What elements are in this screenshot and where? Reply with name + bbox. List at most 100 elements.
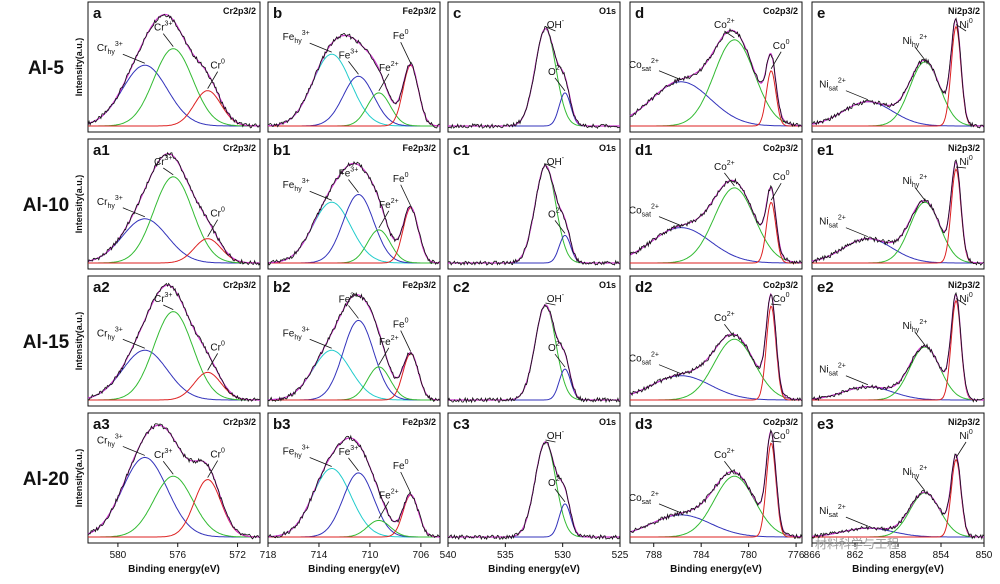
- component-cr-1: [87, 218, 260, 264]
- raw-spectrum: [447, 441, 621, 541]
- component-cr-3: [88, 371, 260, 401]
- x-tick-label: 714: [311, 550, 328, 561]
- x-tick-label: 540: [440, 550, 457, 561]
- panel-tag: c3: [453, 416, 470, 433]
- panel-b1: b1 Fe2p3/2 Fehy3+ Fe3+ Fe2+ Fe0: [267, 138, 441, 270]
- peak-label: Co0: [773, 39, 790, 52]
- annotation-arrow: [163, 167, 174, 176]
- raw-spectrum: [629, 293, 803, 402]
- raw-spectrum: [267, 291, 441, 402]
- peak-label: Cosat2+: [629, 491, 659, 506]
- peak-label: Cosat2+: [629, 204, 659, 219]
- panel-frame: [87, 412, 261, 544]
- peak-label: Fe2+: [379, 198, 399, 211]
- panel-e3: e3 Ni2p3/2 Nisat2+ Nihy2+ Ni0 866 862 858 854 850…: [804, 412, 993, 575]
- region-title: O1s: [599, 417, 616, 427]
- peak-label: Co2+: [714, 18, 735, 31]
- region-title: Co2p3/2: [763, 417, 798, 427]
- annotation-arrow: [122, 338, 145, 349]
- x-tick-label: 580: [110, 550, 127, 561]
- peak-label: O2-: [548, 65, 563, 78]
- annotation-arrow: [400, 330, 412, 352]
- row-label-al-15: Al-15: [23, 332, 70, 353]
- peak-label: Co0: [773, 170, 790, 183]
- peak-label: Fe0: [393, 29, 409, 42]
- annotation-arrow: [163, 304, 174, 310]
- peak-label: Cr3+: [154, 155, 173, 168]
- peak-label: Ni0: [959, 155, 972, 168]
- raw-spectrum: [87, 13, 261, 129]
- annotation-arrow: [348, 305, 359, 319]
- panel-b: b Fe2p3/2 Fehy3+ Fe3+ Fe2+ Fe0: [267, 1, 441, 133]
- region-title: O1s: [599, 280, 616, 290]
- annotation-arrow: [658, 503, 682, 514]
- region-title: Co2p3/2: [763, 280, 798, 290]
- raw-spectrum: [629, 177, 803, 265]
- peak-label: Cr3+: [154, 21, 173, 34]
- annotation-arrow: [554, 488, 566, 503]
- panel-frame: [629, 1, 803, 133]
- panel-d2: d2 Co2p3/2 Cosat2+ Co2+ Co0: [629, 275, 803, 407]
- peak-label: Co0: [773, 429, 790, 442]
- annotation-arrow: [545, 26, 556, 32]
- panel-frame: [87, 1, 261, 133]
- x-tick-label: 706: [413, 550, 430, 561]
- annotation-arrow: [554, 220, 566, 234]
- annotation-arrow: [207, 460, 218, 478]
- panel-frame: [267, 138, 441, 270]
- annotation-arrow: [658, 216, 682, 227]
- component-cr-2: [88, 311, 260, 401]
- peak-label: Fehy3+: [283, 30, 310, 45]
- annotation-arrow: [914, 477, 926, 492]
- panel-c: c O1s OH- O2-: [447, 1, 621, 133]
- component-co-3: [630, 305, 802, 401]
- x-axis-label: Binding energy(eV): [488, 564, 580, 575]
- peak-label: OH-: [547, 429, 565, 442]
- peak-label: Cr0: [210, 448, 225, 461]
- x-axis-label: Binding energy(eV): [128, 564, 220, 575]
- raw-spectrum: [629, 428, 803, 539]
- x-tick-label: 710: [362, 550, 379, 561]
- raw-spectrum: [447, 162, 621, 266]
- panel-tag: d2: [635, 279, 653, 296]
- peak-label: Co2+: [714, 448, 735, 461]
- panel-tag: e3: [817, 416, 834, 433]
- panel-tag: c: [453, 5, 461, 22]
- panel-frame: [87, 138, 261, 270]
- peak-label: Fe3+: [339, 48, 359, 61]
- region-title: Ni2p3/2: [948, 6, 980, 16]
- panel-frame: [629, 275, 803, 407]
- panel-tag: b: [273, 5, 282, 22]
- annotation-arrow: [545, 439, 556, 443]
- region-title: O1s: [599, 143, 616, 153]
- annotation-arrow: [378, 347, 390, 366]
- peak-label: Ni0: [959, 292, 972, 305]
- peak-label: OH-: [547, 292, 565, 305]
- annotation-arrow: [378, 210, 390, 229]
- annotation-arrow: [724, 323, 735, 338]
- x-tick-label: 572: [229, 550, 246, 561]
- panel-frame: [811, 138, 985, 270]
- panel-tag: b2: [273, 279, 291, 296]
- panel-b3: b3 Fe2p3/2 Fehy3+ Fe3+ Fe2+ Fe0 718 714 710 706 Bi…: [260, 412, 441, 575]
- annotation-arrow: [309, 457, 332, 467]
- annotation-arrow: [545, 302, 556, 306]
- panel-a3: a3 Cr2p3/2 Crhy3+ Cr3+ Cr0 Intensity(a.u.) 580…: [74, 412, 261, 575]
- annotation-arrow: [348, 179, 359, 193]
- peak-label: Fe0: [393, 172, 409, 185]
- peak-label: Nihy2+: [902, 319, 927, 334]
- annotation-arrow: [845, 375, 869, 386]
- panel-frame: [267, 275, 441, 407]
- annotation-arrow: [955, 298, 967, 306]
- raw-spectrum: [447, 303, 621, 404]
- panel-tag: a1: [93, 142, 110, 159]
- row-label-al-10: Al-10: [23, 195, 69, 216]
- y-axis-label: Intensity(a.u.): [74, 175, 84, 234]
- panel-b2: b2 Fe2p3/2 Fehy3+ Fe3+ Fe2+ Fe0: [267, 275, 441, 407]
- panel-frame: [629, 138, 803, 270]
- panel-tag: e2: [817, 279, 834, 296]
- peak-label: OH-: [547, 155, 565, 168]
- x-tick-label: 576: [169, 550, 186, 561]
- region-title: Co2p3/2: [763, 143, 798, 153]
